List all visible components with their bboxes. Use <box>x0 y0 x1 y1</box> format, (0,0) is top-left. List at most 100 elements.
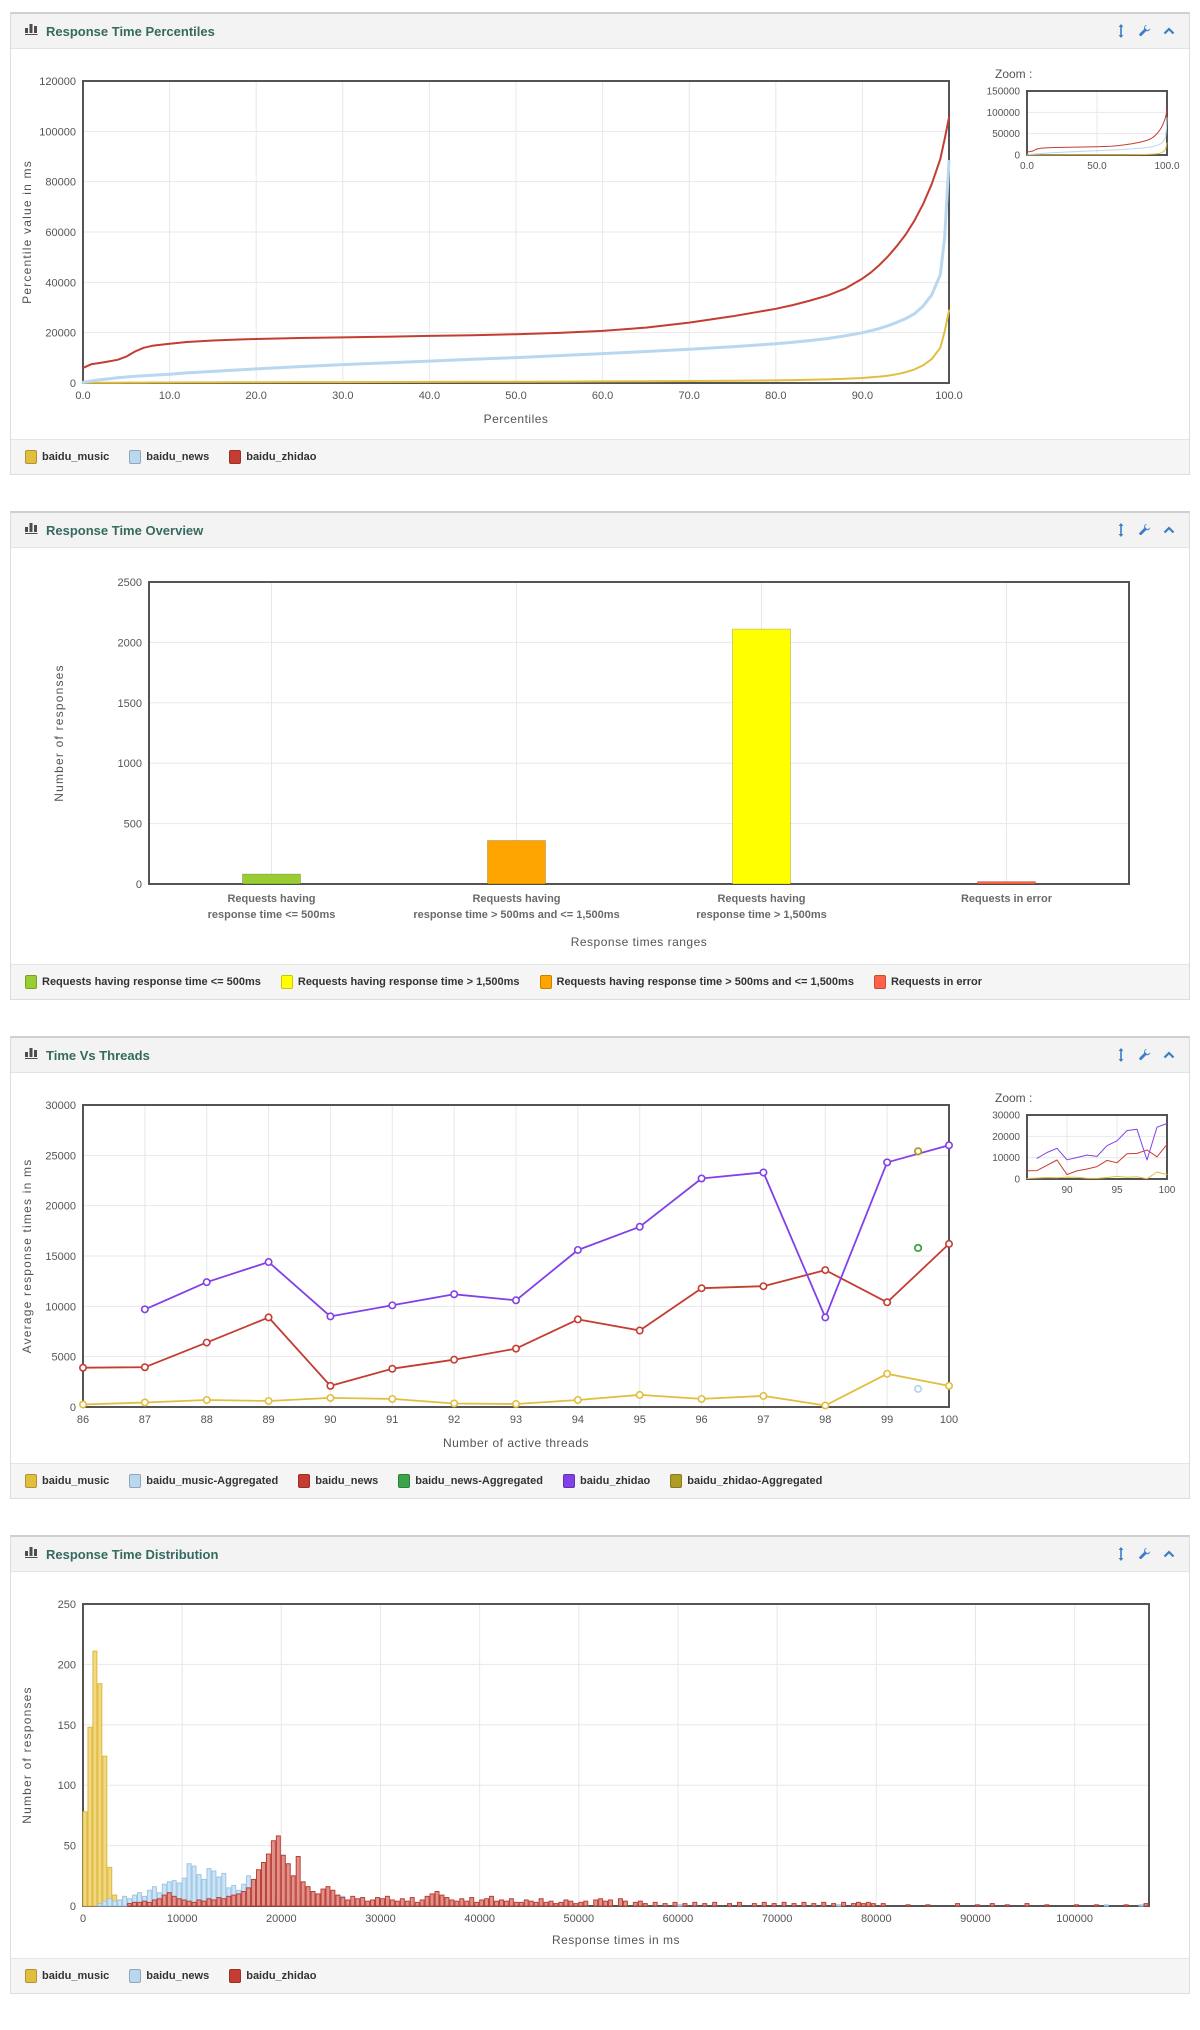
svg-text:0: 0 <box>70 378 76 390</box>
panel-title: Time Vs Threads <box>46 1047 150 1063</box>
svg-text:94: 94 <box>572 1414 584 1426</box>
svg-text:98: 98 <box>819 1414 831 1426</box>
legend-item-Requests in error[interactable]: Requests in error <box>873 975 982 989</box>
settings-wrench-icon[interactable] <box>1138 24 1151 38</box>
svg-text:92: 92 <box>448 1414 460 1426</box>
svg-text:Requests having: Requests having <box>717 893 805 905</box>
legend-item-Requests having response time <= 500ms[interactable]: Requests having response time <= 500ms <box>25 975 261 989</box>
legend-item-baidu_music[interactable]: baidu_music <box>25 1474 109 1488</box>
svg-text:80.0: 80.0 <box>765 390 786 402</box>
legend-swatch <box>873 975 886 989</box>
svg-text:89: 89 <box>262 1414 274 1426</box>
panel-time-vs-threads: Time Vs Threads 86 87 88 89 90 91 92 93 94 95 96 97… <box>10 1036 1190 1499</box>
resize-icon[interactable] <box>1116 1048 1126 1062</box>
resize-icon[interactable] <box>1116 1547 1126 1561</box>
legend-item-baidu_zhidao[interactable]: baidu_zhidao <box>563 1474 650 1488</box>
svg-text:50: 50 <box>64 1841 76 1853</box>
svg-text:100000: 100000 <box>987 108 1021 119</box>
legend-item-Requests having response time > 1,500ms[interactable]: Requests having response time > 1,500ms <box>280 975 520 989</box>
svg-text:Response times ranges: Response times ranges <box>571 935 708 949</box>
svg-text:80000: 80000 <box>45 177 76 189</box>
svg-text:20000: 20000 <box>45 328 76 340</box>
legend-item-baidu_music-Aggregated[interactable]: baidu_music-Aggregated <box>129 1474 278 1488</box>
svg-text:Requests having: Requests having <box>227 893 315 905</box>
time-vs-threads-chart[interactable]: 86 87 88 89 90 91 92 93 94 95 96 97 98 99 100 0 5000 1000… <box>19 1089 969 1461</box>
chart-legend: baidu_music baidu_music-Aggregated baidu_n… <box>11 1463 1189 1498</box>
legend-item-baidu_music[interactable]: baidu_music <box>25 1969 109 1983</box>
svg-text:60.0: 60.0 <box>592 390 613 402</box>
panel-body: 0.0 10.0 20.0 30.0 40.0 50.0 60.0 70.0 80.0 90.0 1… <box>11 49 1189 439</box>
svg-text:70.0: 70.0 <box>678 390 699 402</box>
bar-chart-icon <box>25 22 39 40</box>
svg-text:30000: 30000 <box>365 1913 396 1925</box>
panel-actions <box>1116 1048 1175 1062</box>
collapse-icon[interactable] <box>1163 1548 1175 1560</box>
svg-text:96: 96 <box>695 1414 707 1426</box>
panel-body: 86 87 88 89 90 91 92 93 94 95 96 97 98 99 100 0 5000 1000… <box>11 1073 1189 1463</box>
legend-label: baidu_news <box>146 1970 210 1982</box>
panel-actions <box>1116 523 1175 537</box>
svg-text:0: 0 <box>70 1901 76 1913</box>
svg-text:80000: 80000 <box>861 1913 892 1925</box>
legend-item-baidu_news-Aggregated[interactable]: baidu_news-Aggregated <box>398 1474 543 1488</box>
svg-text:0: 0 <box>1014 1175 1020 1186</box>
svg-text:10.0: 10.0 <box>159 390 180 402</box>
svg-text:40000: 40000 <box>464 1913 495 1925</box>
legend-item-baidu_news[interactable]: baidu_news <box>298 1474 378 1488</box>
settings-wrench-icon[interactable] <box>1138 1048 1151 1062</box>
svg-text:50.0: 50.0 <box>505 390 526 402</box>
settings-wrench-icon[interactable] <box>1138 523 1151 537</box>
svg-text:250: 250 <box>58 1599 76 1611</box>
legend-item-Requests having response time > 500ms and <= 1,500ms[interactable]: Requests having response time > 500ms an… <box>539 975 854 989</box>
legend-label: baidu_music-Aggregated <box>146 1475 279 1487</box>
svg-text:Number of active threads: Number of active threads <box>443 1436 589 1450</box>
legend-swatch <box>129 450 142 464</box>
svg-text:response time > 1,500ms: response time > 1,500ms <box>696 909 827 921</box>
svg-text:2000: 2000 <box>118 637 142 649</box>
legend-label: baidu_music <box>42 1475 110 1487</box>
svg-text:150: 150 <box>58 1720 76 1732</box>
collapse-icon[interactable] <box>1163 1049 1175 1061</box>
chart-legend: baidu_music baidu_news baidu_zhidao <box>11 439 1189 474</box>
panel-body: 0 10000 20000 30000 40000 50000 60000 70000 8000… <box>11 1572 1189 1958</box>
svg-text:90: 90 <box>324 1414 336 1426</box>
legend-item-baidu_zhidao[interactable]: baidu_zhidao <box>229 450 317 464</box>
legend-item-baidu_zhidao[interactable]: baidu_zhidao <box>229 1969 317 1983</box>
legend-item-baidu_news[interactable]: baidu_news <box>129 450 209 464</box>
panel-response-time-distribution: Response Time Distribution 0 10000 20000 30… <box>10 1535 1190 1994</box>
svg-text:95: 95 <box>634 1414 646 1426</box>
collapse-icon[interactable] <box>1163 25 1175 37</box>
zoom-inset-chart: 90 95 100 0 10000 20000 30000 <box>992 1111 1176 1197</box>
legend-label: baidu_music <box>42 451 110 463</box>
legend-item-baidu_zhidao-Aggregated[interactable]: baidu_zhidao-Aggregated <box>670 1474 822 1488</box>
resize-icon[interactable] <box>1116 24 1126 38</box>
panel-header: Response Time Overview <box>11 513 1189 548</box>
legend-label: Requests having response time <= 500ms <box>42 976 261 988</box>
legend-swatch <box>298 1474 311 1488</box>
bar <box>242 873 301 885</box>
legend-item-baidu_music[interactable]: baidu_music <box>25 450 109 464</box>
settings-wrench-icon[interactable] <box>1138 1547 1151 1561</box>
response-time-distribution-chart[interactable]: 0 10000 20000 30000 40000 50000 60000 70000 8000… <box>19 1588 1179 1956</box>
collapse-icon[interactable] <box>1163 524 1175 536</box>
legend-swatch <box>563 1474 575 1488</box>
svg-text:20000: 20000 <box>266 1913 297 1925</box>
panel-title: Response Time Percentiles <box>46 23 215 39</box>
resize-icon[interactable] <box>1116 523 1126 537</box>
response-time-overview-chart[interactable]: 0 500 1000 1500 2000 2500 Response times range… <box>19 564 1179 962</box>
chart-legend: Requests having response time <= 500ms Re… <box>11 964 1189 999</box>
response-time-percentiles-chart[interactable]: 0.0 10.0 20.0 30.0 40.0 50.0 60.0 70.0 80.0 90.0 1… <box>19 65 969 437</box>
panel-title: Response Time Overview <box>46 522 204 538</box>
legend-swatch <box>25 1969 37 1983</box>
svg-text:120000: 120000 <box>39 76 76 88</box>
legend-item-baidu_news[interactable]: baidu_news <box>129 1969 209 1983</box>
panel-header: Time Vs Threads <box>11 1038 1189 1073</box>
svg-text:50000: 50000 <box>564 1913 595 1925</box>
svg-text:20000: 20000 <box>992 1132 1020 1143</box>
svg-text:100000: 100000 <box>1056 1913 1093 1925</box>
legend-label: Requests having response time > 1,500ms <box>297 976 520 988</box>
svg-text:25000: 25000 <box>45 1150 76 1162</box>
chart-legend: baidu_music baidu_news baidu_zhidao <box>11 1958 1189 1993</box>
legend-swatch <box>670 1474 683 1488</box>
svg-text:10000: 10000 <box>992 1153 1020 1164</box>
